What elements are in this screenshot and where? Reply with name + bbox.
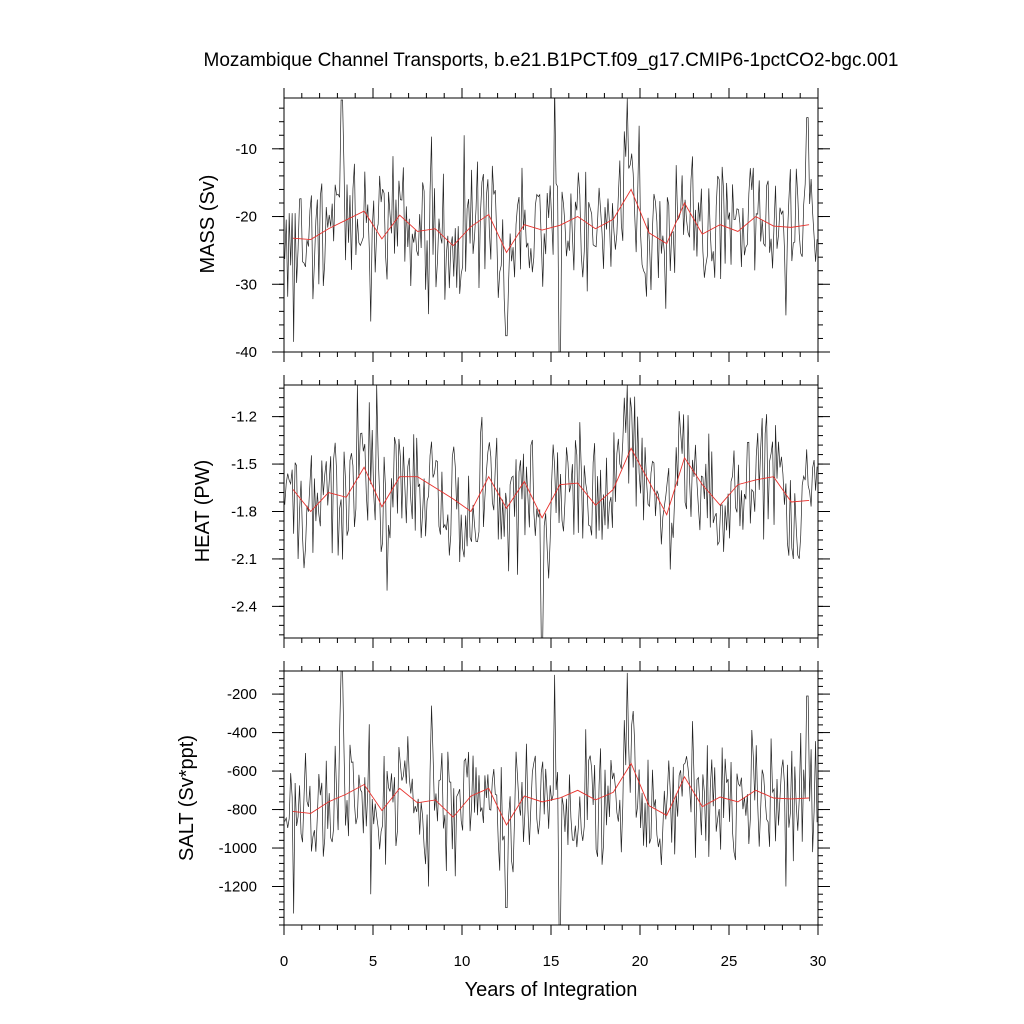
- salt-annual-mean-line: [292, 762, 810, 826]
- x-tick-label: 25: [721, 953, 738, 970]
- heat-y-tick-label: -2.1: [231, 551, 257, 568]
- mass-annual-mean-line: [292, 188, 810, 254]
- x-axis-label: Years of Integration: [465, 979, 638, 1001]
- mass-monthly-line: [284, 98, 818, 352]
- heat-y-axis-label: HEAT (PW): [192, 460, 214, 563]
- heat-y-tick-label: -1.8: [231, 504, 257, 521]
- x-tick-label: 20: [632, 953, 649, 970]
- heat-monthly-line: [284, 385, 818, 638]
- x-tick-label: 10: [454, 953, 471, 970]
- mass-y-tick-label: -20: [235, 209, 257, 226]
- x-tick-label: 0: [280, 953, 288, 970]
- mass-y-tick-label: -40: [235, 344, 257, 361]
- mass-y-axis-label: MASS (Sv): [197, 175, 219, 274]
- heat-panel: HEAT (PW) -1.2 -1.5 -1.8 -2.1 -2.4: [192, 375, 830, 648]
- salt-y-tick-label: -200: [227, 686, 257, 703]
- salt-y-tick-label: -1200: [219, 879, 257, 896]
- heat-y-tick-label: -1.2: [231, 409, 257, 426]
- salt-monthly-line: [284, 671, 818, 925]
- x-tick-label: 15: [543, 953, 560, 970]
- x-tick-label: 5: [369, 953, 377, 970]
- x-tick-labels: 0 5 10 15 20 25 30: [280, 953, 827, 970]
- salt-y-tick-label: -400: [227, 725, 257, 742]
- salt-y-tick-label: -600: [227, 763, 257, 780]
- salt-y-tick-label: -800: [227, 802, 257, 819]
- salt-y-axis-label: SALT (Sv*ppt): [176, 735, 198, 861]
- mass-y-tick-label: -10: [235, 141, 257, 158]
- heat-y-tick-label: -2.4: [231, 598, 257, 615]
- mass-panel: MASS (Sv) -10 -20 -30 -40: [197, 88, 830, 362]
- x-tick-label: 30: [810, 953, 827, 970]
- heat-annual-mean-line: [292, 447, 810, 519]
- mass-plot-frame: [283, 97, 819, 353]
- salt-y-tick-label: -1000: [219, 840, 257, 857]
- heat-y-tick-label: -1.5: [231, 456, 257, 473]
- chart-title: Mozambique Channel Transports, b.e21.B1P…: [204, 50, 899, 71]
- salt-panel: SALT (Sv*ppt) -200 -400 -600 -800 -1000 -1200: [176, 661, 830, 935]
- mass-y-tick-label: -30: [235, 276, 257, 293]
